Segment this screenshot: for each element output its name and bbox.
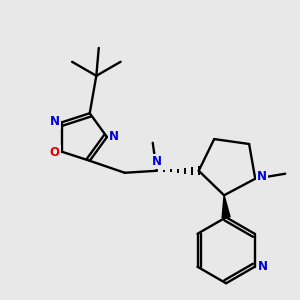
Text: N: N: [152, 155, 162, 168]
Text: N: N: [50, 115, 60, 128]
Polygon shape: [222, 195, 230, 218]
Text: N: N: [258, 260, 268, 273]
Text: O: O: [50, 146, 60, 159]
Text: N: N: [109, 130, 119, 142]
Text: N: N: [257, 170, 267, 183]
